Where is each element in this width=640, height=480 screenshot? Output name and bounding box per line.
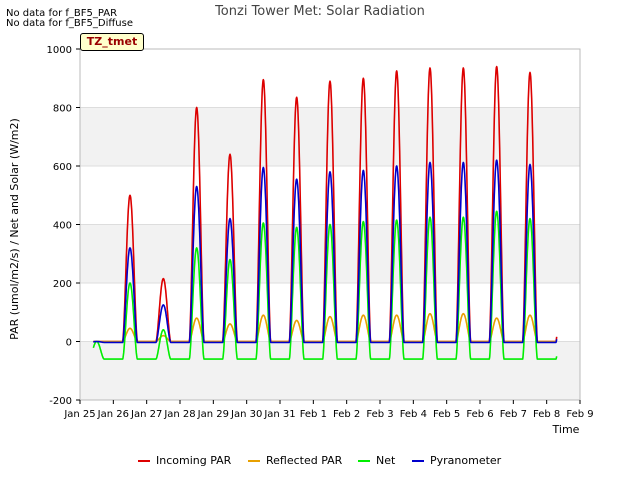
x-tick-label: Feb 5: [433, 409, 460, 420]
x-tick-label: Jan 27: [130, 409, 162, 420]
x-axis-label: Time: [552, 423, 580, 436]
x-tick-label: Feb 6: [466, 409, 493, 420]
legend-label: Incoming PAR: [156, 454, 232, 467]
x-tick-label: Feb 9: [566, 409, 593, 420]
legend-label: Pyranometer: [430, 454, 502, 467]
legend-label: Net: [376, 454, 396, 467]
x-tick-label: Feb 2: [333, 409, 360, 420]
y-tick-label: 0: [66, 338, 72, 349]
y-tick-label: 1000: [47, 45, 72, 56]
background-band: [80, 283, 580, 342]
x-tick-label: Jan 28: [163, 409, 195, 420]
y-tick-label: 800: [53, 104, 72, 115]
series-line-pyranometer: [92, 159, 558, 344]
y-tick-label: 400: [53, 221, 72, 232]
no-data-note: No data for f_BF5_PAR: [6, 8, 118, 19]
y-axis-label: PAR (umol/m2/s) / Net and Solar (W/m2): [8, 118, 21, 340]
x-tick-label: Feb 4: [400, 409, 427, 420]
chart-title: Tonzi Tower Met: Solar Radiation: [214, 4, 425, 19]
legend-swatch: [138, 460, 150, 462]
y-tick-label: -200: [49, 396, 72, 407]
legend: Incoming PAR Reflected PAR Net Pyranomet…: [0, 452, 640, 470]
x-tick-label: Jan 29: [197, 409, 229, 420]
legend-swatch: [358, 460, 370, 462]
site-tag-badge: TZ_tmet: [80, 33, 144, 51]
x-tick-label: Jan 30: [230, 409, 262, 420]
x-tick-label: Jan 26: [97, 409, 129, 420]
x-tick-label: Feb 3: [366, 409, 393, 420]
background-band: [80, 49, 580, 108]
background-band: [80, 341, 580, 400]
no-data-note: No data for f_BF5_Diffuse: [6, 18, 133, 29]
x-tick-label: Feb 8: [533, 409, 560, 420]
x-tick-label: Jan 31: [263, 409, 295, 420]
legend-swatch: [248, 460, 260, 462]
background-band: [80, 224, 580, 283]
x-tick-label: Feb 1: [300, 409, 327, 420]
y-tick-label: 600: [53, 162, 72, 173]
legend-swatch: [412, 460, 424, 462]
y-tick-label: 200: [53, 279, 72, 290]
x-tick-label: Jan 25: [63, 409, 95, 420]
x-tick-label: Feb 7: [500, 409, 527, 420]
background-band: [80, 107, 580, 166]
legend-label: Reflected PAR: [266, 454, 343, 467]
series-line-net: [92, 210, 558, 360]
